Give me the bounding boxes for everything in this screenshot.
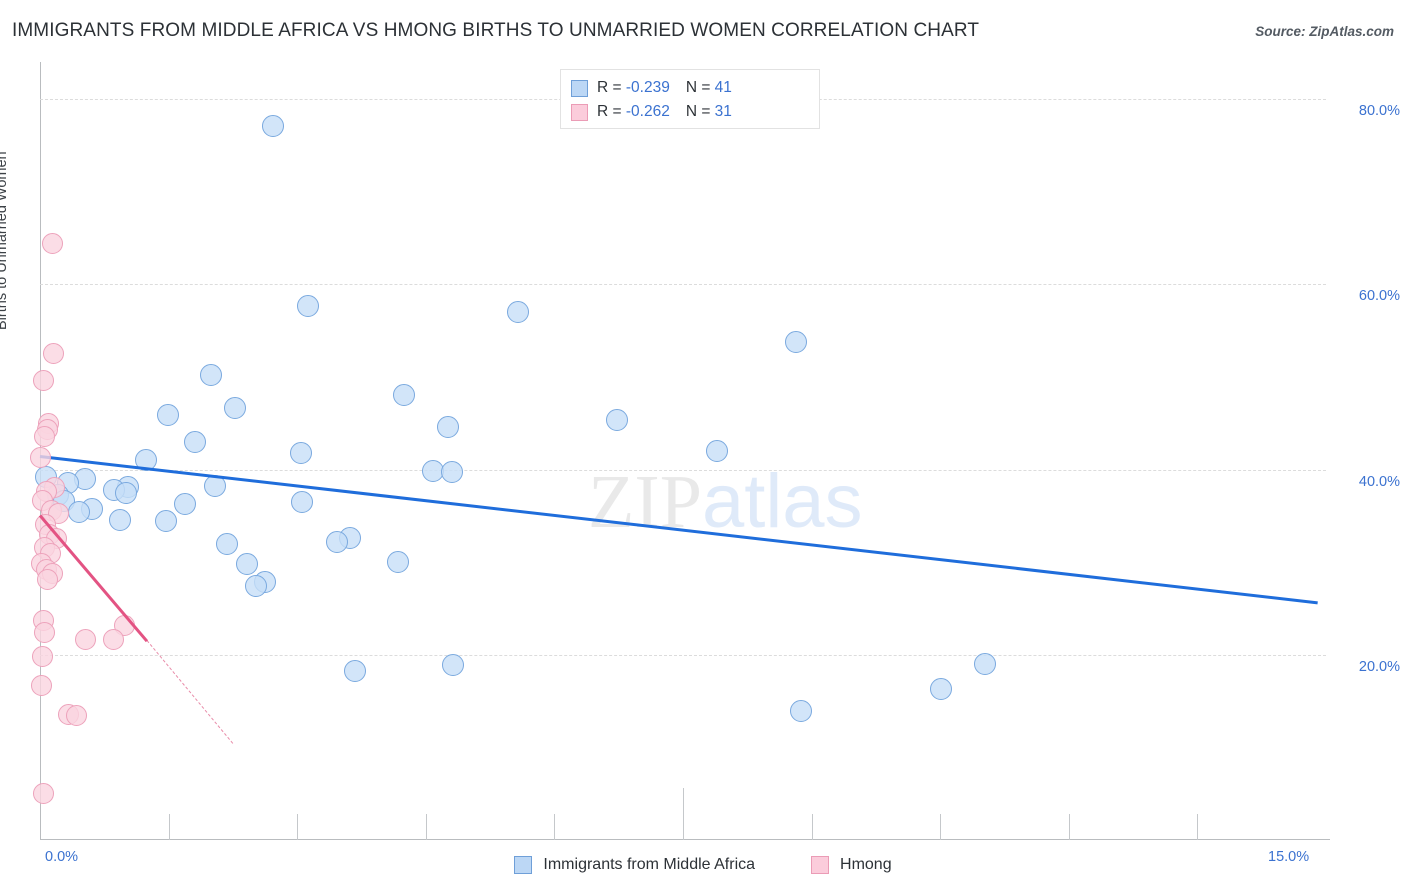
series-swatch-immigrants — [571, 79, 588, 97]
data-point-blue[interactable] — [785, 330, 808, 353]
page-title: IMMIGRANTS FROM MIDDLE AFRICA VS HMONG B… — [12, 20, 980, 41]
x-axis-tick — [683, 788, 684, 840]
legend-label-immigrants: Immigrants from Middle Africa — [543, 856, 756, 873]
x-axis-tick — [168, 814, 170, 840]
correlation-stats-box: R = -0.239 N = 41 R = -0.262 N = 31 — [560, 69, 820, 129]
series-legend: Immigrants from Middle Africa Hmong — [0, 845, 1406, 885]
n-label-pink: N = — [685, 103, 715, 120]
x-axis-tick — [297, 814, 299, 840]
x-axis-tick — [811, 814, 813, 840]
stat-text-pink: R = -0.262 N = 31 — [597, 103, 732, 121]
data-point-blue[interactable] — [290, 441, 313, 464]
y-tick-label: 20.0% — [1358, 658, 1400, 675]
data-point-pink[interactable] — [33, 425, 55, 447]
data-point-blue[interactable] — [930, 678, 953, 701]
legend-swatch-hmong — [811, 856, 830, 874]
y-tick-label: 80.0% — [1358, 103, 1400, 120]
n-label-blue: N = — [685, 79, 715, 96]
r-value-pink: -0.262 — [625, 103, 670, 120]
y-tick-label: 40.0% — [1358, 473, 1400, 490]
data-point-blue[interactable] — [291, 490, 314, 513]
x-axis-tick — [1068, 814, 1070, 840]
x-axis-tick — [425, 814, 427, 840]
stat-text-blue: R = -0.239 N = 41 — [597, 79, 732, 97]
data-point-pink[interactable] — [74, 628, 96, 650]
data-point-blue[interactable] — [790, 700, 813, 723]
series-swatch-hmong — [571, 103, 588, 121]
trendline-blue — [39, 454, 1318, 605]
data-point-blue[interactable] — [155, 510, 178, 533]
data-point-blue[interactable] — [135, 449, 158, 472]
n-value-blue: 41 — [714, 79, 732, 96]
data-point-blue[interactable] — [199, 364, 222, 387]
data-point-blue[interactable] — [387, 551, 410, 574]
data-point-blue[interactable] — [236, 552, 259, 575]
data-point-blue[interactable] — [67, 501, 90, 524]
stat-row-pink: R = -0.262 N = 31 — [571, 100, 809, 124]
data-point-blue[interactable] — [343, 659, 366, 682]
x-tick-label-max: 15.0% — [1268, 849, 1310, 865]
x-axis-tick — [554, 814, 556, 840]
data-point-pink[interactable] — [30, 446, 52, 468]
r-value-blue: -0.239 — [625, 79, 670, 96]
data-point-pink[interactable] — [65, 705, 87, 727]
data-point-pink[interactable] — [32, 646, 54, 668]
r-label-blue: R = — [597, 79, 626, 96]
data-point-blue[interactable] — [706, 440, 729, 462]
data-point-pink[interactable] — [41, 233, 63, 255]
data-point-pink[interactable] — [43, 343, 65, 365]
data-point-pink[interactable] — [103, 629, 125, 651]
legend-label-hmong: Hmong — [840, 856, 892, 873]
y-tick-label: 60.0% — [1358, 288, 1400, 305]
data-point-blue[interactable] — [437, 415, 460, 438]
watermark-atlas: atlas — [702, 459, 863, 544]
data-point-blue[interactable] — [156, 403, 179, 426]
data-point-pink[interactable] — [32, 783, 54, 805]
data-point-blue[interactable] — [245, 575, 268, 598]
data-point-pink[interactable] — [31, 674, 53, 696]
data-point-blue[interactable] — [215, 532, 238, 555]
data-point-blue[interactable] — [297, 294, 320, 317]
data-point-blue[interactable] — [184, 430, 207, 453]
legend-swatch-immigrants — [514, 856, 533, 874]
data-point-blue[interactable] — [440, 461, 463, 484]
data-point-blue[interactable] — [325, 530, 348, 553]
gridline-y — [40, 284, 1326, 286]
plot-area: ZIPatlas — [30, 62, 1326, 840]
data-point-pink[interactable] — [37, 569, 59, 591]
data-point-pink[interactable] — [33, 622, 55, 644]
data-point-blue[interactable] — [506, 301, 529, 324]
x-tick-label-min: 0.0% — [45, 849, 79, 865]
data-point-blue[interactable] — [203, 475, 226, 498]
gridline-y — [40, 654, 1326, 656]
data-point-blue[interactable] — [393, 384, 416, 407]
x-axis-line — [40, 839, 1330, 840]
x-axis-tick — [1197, 814, 1199, 840]
data-point-blue[interactable] — [262, 114, 285, 137]
r-label-pink: R = — [597, 103, 626, 120]
legend-item-hmong[interactable]: Hmong — [811, 856, 892, 874]
data-point-blue[interactable] — [605, 408, 628, 431]
source-attribution: Source: ZipAtlas.com — [1255, 24, 1394, 39]
chart-header: IMMIGRANTS FROM MIDDLE AFRICA VS HMONG B… — [0, 0, 1406, 55]
data-point-blue[interactable] — [108, 508, 131, 531]
gridline-y — [40, 469, 1326, 471]
y-axis-title: Births to Unmarried Women — [0, 151, 10, 330]
data-point-blue[interactable] — [114, 481, 137, 504]
n-value-pink: 31 — [714, 103, 732, 120]
data-point-blue[interactable] — [224, 397, 247, 420]
x-axis-tick — [940, 814, 942, 840]
data-point-pink[interactable] — [32, 370, 54, 392]
data-point-blue[interactable] — [442, 653, 465, 676]
stat-row-blue: R = -0.239 N = 41 — [571, 76, 809, 100]
data-point-blue[interactable] — [973, 653, 996, 676]
data-point-blue[interactable] — [173, 492, 196, 515]
legend-item-immigrants[interactable]: Immigrants from Middle Africa — [514, 856, 755, 874]
